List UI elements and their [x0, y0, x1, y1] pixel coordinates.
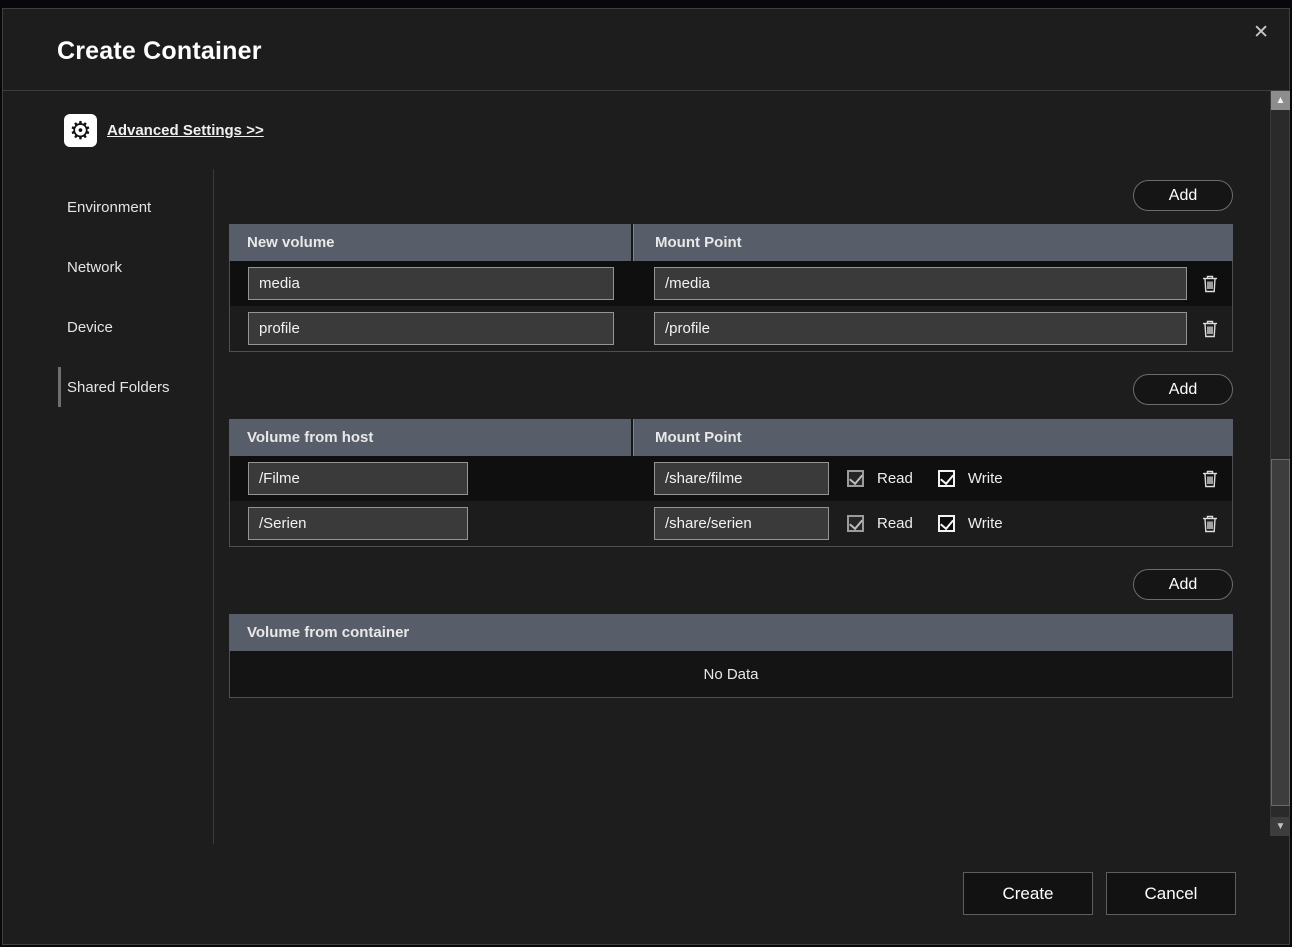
advanced-settings-link[interactable]: Advanced Settings >>	[107, 122, 264, 139]
read-checkbox[interactable]	[847, 515, 864, 532]
no-data-message: No Data	[230, 651, 1232, 697]
table-body: No Data	[229, 651, 1233, 698]
table-row: Read Write	[230, 501, 1232, 546]
write-label: Write	[967, 515, 1003, 532]
write-checkbox[interactable]	[937, 515, 955, 532]
table-row: Read Write	[230, 456, 1232, 501]
close-icon[interactable]: ✕	[1253, 22, 1269, 43]
shared-folders-panel: Add New volume Mount Point	[229, 169, 1233, 844]
sidebar: Environment Network Device Shared Folder…	[3, 169, 214, 844]
host-volume-add-row: Add	[229, 374, 1233, 405]
scrollbar-thumb[interactable]	[1271, 459, 1290, 806]
delete-row-button[interactable]	[1202, 470, 1218, 488]
column-header-mount-point: Mount Point	[631, 224, 1233, 261]
dialog-content: Environment Network Device Shared Folder…	[3, 169, 1271, 844]
column-header-volume-from-host: Volume from host	[247, 429, 374, 446]
volume-from-host-table: Volume from host Mount Point Read	[229, 419, 1233, 547]
table-row	[230, 261, 1232, 306]
write-permission: Write	[937, 470, 1028, 487]
sidebar-item-device[interactable]: Device	[3, 297, 213, 357]
read-label: Read	[877, 470, 913, 487]
new-volume-table: New volume Mount Point	[229, 224, 1233, 352]
trash-icon	[1203, 275, 1217, 292]
table-header-row: Volume from host Mount Point	[229, 419, 1233, 456]
create-button[interactable]: Create	[963, 872, 1093, 915]
sidebar-item-label: Environment	[67, 198, 152, 216]
advanced-settings-button[interactable]: ⚙	[64, 114, 97, 147]
gear-icon: ⚙	[69, 116, 92, 145]
add-host-volume-button[interactable]: Add	[1133, 374, 1233, 405]
table-header-row: Volume from container	[229, 614, 1233, 651]
read-permission: Read	[847, 515, 938, 532]
new-volume-add-row: Add	[229, 180, 1233, 211]
read-permission: Read	[847, 470, 938, 487]
table-body	[229, 261, 1233, 352]
create-container-dialog: Create Container ✕ ⚙ Advanced Settings >…	[2, 8, 1290, 945]
column-header-new-volume: New volume	[247, 234, 335, 251]
add-container-volume-button[interactable]: Add	[1133, 569, 1233, 600]
read-checkbox[interactable]	[847, 470, 864, 487]
mount-point-input[interactable]	[654, 462, 829, 495]
scroll-up-button[interactable]: ▲	[1271, 91, 1290, 110]
trash-icon	[1203, 320, 1217, 337]
table-row	[230, 306, 1232, 351]
sidebar-item-environment[interactable]: Environment	[3, 177, 213, 237]
delete-row-button[interactable]	[1202, 320, 1218, 338]
write-checkbox[interactable]	[937, 470, 955, 487]
dialog-footer: Create Cancel	[963, 872, 1236, 915]
container-volume-add-row: Add	[229, 569, 1233, 600]
sidebar-item-label: Network	[67, 258, 123, 276]
delete-row-button[interactable]	[1202, 515, 1218, 533]
trash-icon	[1203, 515, 1217, 532]
host-path-input[interactable]	[248, 462, 468, 495]
sidebar-item-network[interactable]: Network	[3, 237, 213, 297]
page-title: Create Container	[57, 37, 262, 65]
write-label: Write	[967, 470, 1003, 487]
add-new-volume-button[interactable]: Add	[1133, 180, 1233, 211]
sidebar-item-label: Shared Folders	[67, 378, 170, 396]
mount-point-input[interactable]	[654, 312, 1187, 345]
advanced-settings-row: ⚙ Advanced Settings >>	[64, 114, 264, 147]
dialog-header: Create Container ✕	[3, 9, 1289, 91]
volume-name-input[interactable]	[248, 312, 614, 345]
read-label: Read	[877, 515, 913, 532]
table-body: Read Write	[229, 456, 1233, 547]
volume-name-input[interactable]	[248, 267, 614, 300]
column-header-mount-point: Mount Point	[631, 419, 1233, 456]
column-header-volume-from-container: Volume from container	[247, 624, 410, 641]
trash-icon	[1203, 470, 1217, 487]
scroll-down-button[interactable]: ▼	[1271, 817, 1290, 836]
cancel-button[interactable]: Cancel	[1106, 872, 1236, 915]
write-permission: Write	[937, 515, 1028, 532]
mount-point-input[interactable]	[654, 267, 1187, 300]
table-header-row: New volume Mount Point	[229, 224, 1233, 261]
delete-row-button[interactable]	[1202, 275, 1218, 293]
vertical-scrollbar[interactable]: ▲ ▼	[1270, 91, 1290, 836]
mount-point-input[interactable]	[654, 507, 829, 540]
host-path-input[interactable]	[248, 507, 468, 540]
volume-from-container-table: Volume from container No Data	[229, 614, 1233, 698]
sidebar-item-shared-folders[interactable]: Shared Folders	[3, 357, 213, 417]
sidebar-item-label: Device	[67, 318, 113, 336]
